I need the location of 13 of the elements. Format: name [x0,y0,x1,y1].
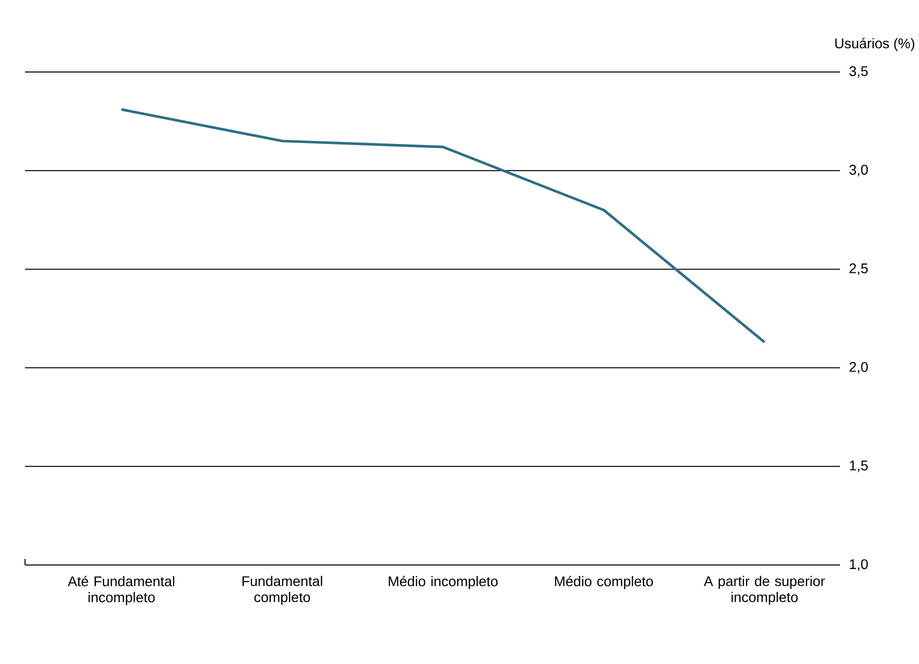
x-tick-label: A partir de superior incompleto [704,576,825,605]
x-tick-label: Médio completo [555,576,653,590]
y-tick-label: 3,5 [849,66,868,78]
y-tick-label: 2,0 [850,362,868,374]
x-tick-label: Fundamental completo [242,576,322,605]
y-axis-title: Usuários (%) [835,38,914,52]
y-tick-label: 2,5 [850,263,868,275]
y-tick-label: 1,0 [850,559,868,571]
x-tick-label: Médio incompleto [388,576,498,590]
x-tick-label: Até Fundamental incompleto [68,576,174,606]
line-series [120,108,766,344]
y-tick-label: 1,5 [850,460,868,472]
y-tick-label: 3,0 [849,164,868,176]
